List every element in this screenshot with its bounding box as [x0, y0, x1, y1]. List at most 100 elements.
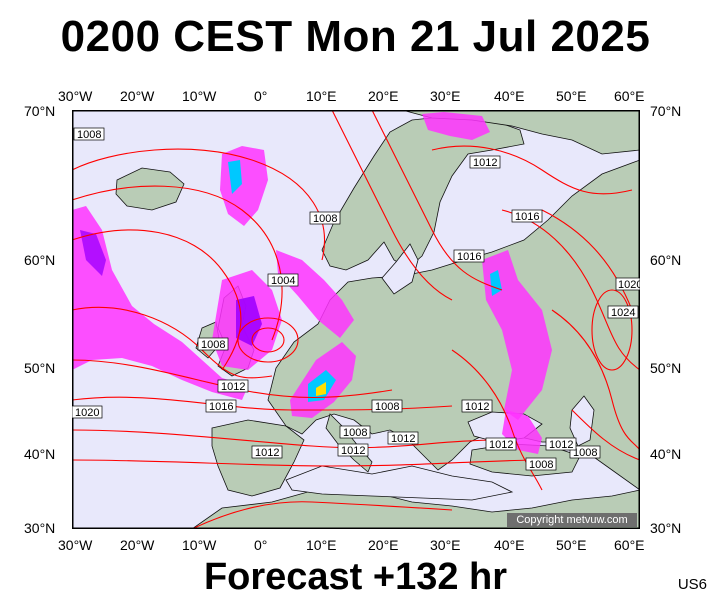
- svg-text:1012: 1012: [255, 447, 279, 459]
- isobar: [72, 459, 533, 467]
- svg-text:1012: 1012: [221, 381, 245, 393]
- svg-text:1008: 1008: [573, 447, 597, 459]
- lon-tick-top: 60°E: [614, 88, 645, 104]
- lon-tick-top: 30°W: [58, 88, 93, 104]
- rain-atlantic-band: [72, 206, 248, 400]
- lon-tick-bottom: 50°E: [556, 537, 587, 553]
- model-code: US6: [677, 576, 707, 593]
- lon-tick-bottom: 60°E: [614, 537, 645, 553]
- isobar-label: 1012: [545, 437, 577, 451]
- isobar-label: 1012: [251, 445, 283, 459]
- svg-text:1020: 1020: [75, 407, 99, 419]
- svg-text:1012: 1012: [465, 401, 489, 413]
- lon-tick-top: 40°E: [494, 88, 525, 104]
- isobar-label: 1008: [569, 445, 601, 459]
- svg-text:1012: 1012: [341, 445, 365, 457]
- isobar-label: 1012: [461, 399, 493, 413]
- lat-tick-left: 70°N: [24, 103, 56, 119]
- lon-tick-top: 20°E: [368, 88, 399, 104]
- isobar-label: 1012: [469, 155, 501, 169]
- forecast-map: 1008 1012 1016 1008 1004 1008 1012 1016 …: [72, 110, 640, 529]
- high-pressure-contour: [591, 289, 633, 371]
- low-pressure-contour: [237, 317, 299, 363]
- isobar: [371, 110, 503, 291]
- mediterranean: [285, 465, 514, 501]
- rain-russia: [482, 250, 552, 420]
- svg-text:1008: 1008: [343, 427, 367, 439]
- isobar: [191, 501, 453, 529]
- precipitation-layer: [72, 112, 552, 454]
- lat-tick-right: 50°N: [650, 360, 682, 376]
- isobar-label: 1004: [267, 273, 299, 287]
- svg-text:1020: 1020: [618, 279, 640, 291]
- lon-tick-bottom: 10°E: [306, 537, 337, 553]
- lon-tick-top: 0°: [254, 88, 268, 104]
- rain-atlantic-core: [80, 230, 106, 276]
- map-title: 0200 CEST Mon 21 Jul 2025: [60, 12, 651, 61]
- isobar: [451, 349, 543, 491]
- isobar: [331, 110, 453, 301]
- lon-tick-top: 50°E: [556, 88, 587, 104]
- isobar: [551, 309, 640, 451]
- isobar-label: 1008: [525, 457, 557, 471]
- frame: [72, 110, 640, 529]
- isobar-label: 1008: [197, 337, 229, 351]
- svg-text:1012: 1012: [391, 433, 415, 445]
- isobar-label: 1012: [387, 431, 419, 445]
- lon-tick-bottom: 20°W: [120, 537, 155, 553]
- lat-tick-right: 60°N: [650, 252, 682, 268]
- forecast-hours: Forecast +132 hr: [203, 556, 508, 598]
- isobar-label: 1012: [485, 437, 517, 451]
- isobar-label: 1012: [217, 379, 249, 393]
- isobar-labels: 1008 1012 1016 1008 1004 1008 1012 1016 …: [72, 127, 640, 471]
- lon-tick-bottom: 10°W: [182, 537, 217, 553]
- isobar-label: 1016: [453, 249, 485, 263]
- isobar-label: 1008: [73, 127, 105, 141]
- isobar-label: 1016: [511, 209, 543, 223]
- svg-text:1008: 1008: [313, 213, 337, 225]
- lat-tick-right: 70°N: [650, 103, 682, 119]
- isobar-label: 1012: [337, 443, 369, 457]
- lat-tick-left: 60°N: [24, 252, 56, 268]
- svg-text:1004: 1004: [271, 275, 295, 287]
- isobar: [501, 209, 640, 371]
- lon-tick-bottom: 40°E: [494, 537, 525, 553]
- scandinavia: [321, 115, 525, 271]
- svg-text:1016: 1016: [457, 251, 481, 263]
- isobar: [571, 409, 640, 461]
- svg-text:1016: 1016: [209, 401, 233, 413]
- svg-text:1012: 1012: [489, 439, 513, 451]
- isobar-label: 1016: [205, 399, 237, 413]
- iceland: [115, 167, 185, 211]
- isobar: [72, 429, 503, 449]
- lon-tick-top: 10°W: [182, 88, 217, 104]
- map-frame: [72, 110, 640, 529]
- svg-text:1012: 1012: [473, 157, 497, 169]
- lon-tick-bottom: 30°W: [58, 537, 93, 553]
- caspian-sea: [569, 395, 595, 447]
- isobar-label: 1020: [615, 277, 640, 291]
- rain-north-sea-core: [228, 160, 242, 194]
- svg-text:1008: 1008: [201, 339, 225, 351]
- lon-tick-top: 10°E: [306, 88, 337, 104]
- svg-text:1008: 1008: [77, 129, 101, 141]
- isobar: [541, 209, 633, 311]
- baltic-sea: [381, 243, 419, 295]
- lon-tick-bottom: 0°: [254, 537, 268, 553]
- low-pressure-contour: [251, 327, 285, 353]
- lat-tick-left: 50°N: [24, 360, 56, 376]
- svg-text:1024: 1024: [611, 307, 635, 319]
- svg-text:1008: 1008: [529, 459, 553, 471]
- lon-tick-bottom: 20°E: [368, 537, 399, 553]
- lon-tick-top: 30°E: [430, 88, 461, 104]
- lat-tick-left: 30°N: [24, 520, 56, 536]
- rain-norway-coast: [276, 250, 354, 338]
- svg-text:1012: 1012: [549, 439, 573, 451]
- copyright-label: Copyright metvuw.com: [507, 513, 637, 527]
- rain-uk-core: [236, 296, 262, 346]
- isobar-label: 1020: [72, 405, 103, 419]
- svg-text:1008: 1008: [375, 401, 399, 413]
- isobar-label: 1008: [309, 211, 341, 225]
- lon-tick-top: 20°W: [120, 88, 155, 104]
- rain-finland: [422, 112, 490, 140]
